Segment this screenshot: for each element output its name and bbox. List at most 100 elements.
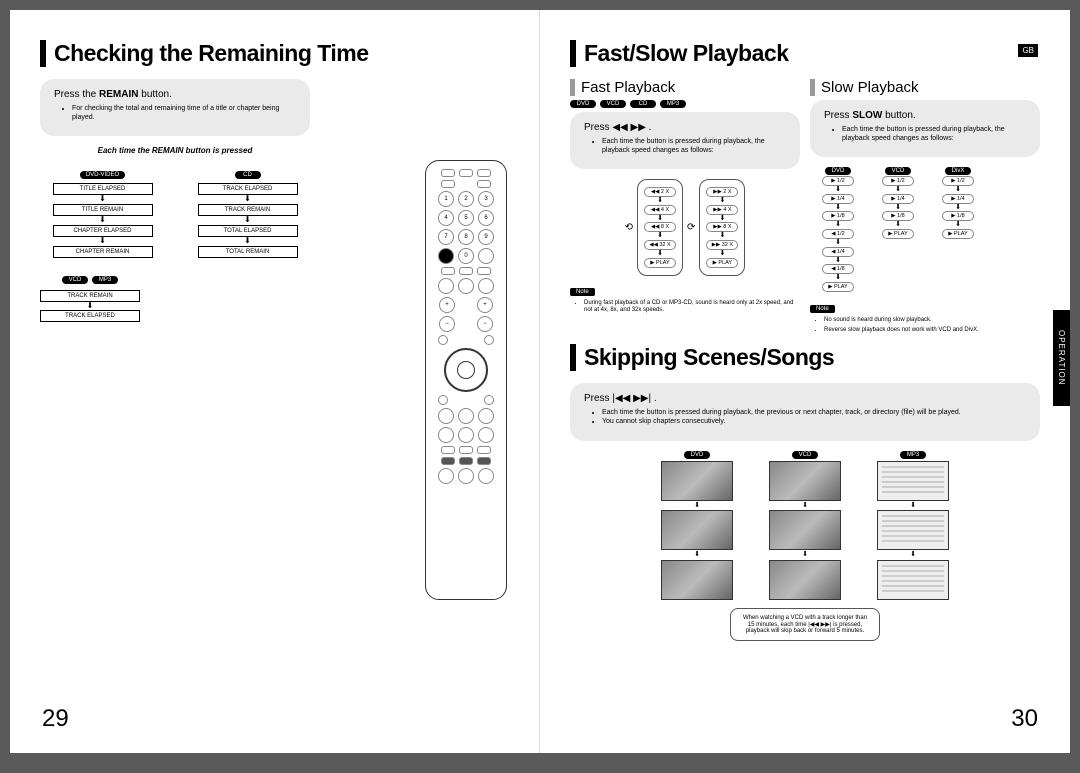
format-pill-dvd: DVD-VIDEO — [80, 171, 125, 179]
instruction-box: Press |◀◀ ▶▶| . Each time the button is … — [570, 383, 1040, 440]
arrow-down-icon: ⬇ — [40, 304, 140, 309]
speed-step: ◀◀ 4 X — [644, 205, 676, 215]
slow-col-dvd: DVD ▶ 1/2⬇ ▶ 1/4⬇ ▶ 1/8⬇ ◀ 1/2⬇ ◀ 1/4⬇ ◀… — [810, 167, 866, 293]
remote-button — [458, 427, 474, 443]
remote-button — [441, 457, 455, 465]
flow-pair-top: DVD-VIDEO TITLE ELAPSED ⬇ TITLE REMAIN ⬇… — [40, 163, 310, 259]
fast-playback-column: Fast Playback DVD VCD CD MP3 Press ◀◀ ▶▶… — [570, 79, 800, 334]
flow-pair-bottom: VCD MP3 TRACK REMAIN ⬇ TRACK ELAPSED — [40, 276, 310, 325]
format-pill: CD — [630, 100, 656, 108]
arrow-down-icon: ⬇ — [955, 205, 961, 211]
thumbnail-image — [769, 510, 841, 550]
speed-step: ▶ 1/8 — [942, 211, 974, 221]
page-title: Fast/Slow Playback — [570, 40, 1040, 67]
remote-dpad — [444, 348, 488, 392]
arrow-down-icon: ⬇ — [835, 222, 841, 228]
speed-step: ◀ 1/8 — [822, 264, 854, 274]
operation-tab: OPERATION — [1053, 310, 1070, 406]
arrow-down-icon: ⬇ — [895, 222, 901, 228]
remote-button: 3 — [478, 191, 494, 207]
arrow-down-icon: ⬇ — [719, 198, 725, 204]
thumbnail-image — [769, 461, 841, 501]
slow-speed-diagram: DVD ▶ 1/2⬇ ▶ 1/4⬇ ▶ 1/8⬇ ◀ 1/2⬇ ◀ 1/4⬇ ◀… — [810, 167, 1040, 293]
note-text: No sound is heard during slow playback. — [824, 317, 1040, 325]
flow-step: CHAPTER ELAPSED — [53, 225, 153, 237]
remote-button — [458, 468, 474, 484]
remote-button — [458, 278, 474, 294]
instruction-main: Press |◀◀ ▶▶| . — [584, 393, 1026, 404]
thumbnail-image — [877, 510, 949, 550]
remote-button — [459, 446, 473, 454]
instruction-bullet: Each time the button is pressed during p… — [602, 408, 1026, 417]
note-badge: Note — [570, 288, 595, 296]
slow-col-vcd: VCD ▶ 1/2⬇ ▶ 1/4⬇ ▶ 1/8⬇ ▶ PLAY — [870, 167, 926, 293]
note-badge: Note — [810, 305, 835, 313]
arrow-down-icon: ⬇ — [955, 222, 961, 228]
format-pill: DivX — [945, 167, 971, 175]
remote-button — [458, 408, 474, 424]
arrow-down-icon: ⬇ — [835, 275, 841, 281]
speed-step: ▶▶ 2 X — [706, 187, 738, 197]
thumbnail-image — [661, 461, 733, 501]
remote-button: − — [477, 316, 493, 332]
speed-step: ▶ 1/4 — [882, 194, 914, 204]
arrow-down-icon: ⬇ — [53, 218, 153, 223]
speed-step: ◀◀ 32 X — [644, 240, 676, 250]
speed-step: ◀ 1/4 — [822, 247, 854, 257]
speed-step: ▶ 1/2 — [822, 176, 854, 186]
speed-step: ▶ PLAY — [822, 282, 854, 292]
speed-step: ▶ 1/8 — [882, 211, 914, 221]
page-spread: Checking the Remaining Time Press the RE… — [10, 10, 1070, 753]
remote-button — [459, 457, 473, 465]
remote-button: 4 — [438, 210, 454, 226]
format-pill: DVD — [684, 451, 710, 459]
skip-col-mp3: MP3 ⬇ ⬇ — [874, 451, 952, 602]
remote-button: 0 — [458, 248, 474, 264]
speed-step: ▶ 1/2 — [942, 176, 974, 186]
slow-playback-column: Slow Playback Press SLOW button. Each ti… — [810, 79, 1040, 334]
flow-step: TOTAL REMAIN — [198, 246, 298, 258]
arrow-down-icon: ⬇ — [835, 187, 841, 193]
instruction-bullet: For checking the total and remaining tim… — [72, 104, 296, 122]
arrow-down-icon: ⬇ — [198, 239, 298, 244]
arrow-down-icon: ⬇ — [657, 216, 663, 222]
remote-enter-button — [457, 361, 475, 379]
fast-slow-section: Fast Playback DVD VCD CD MP3 Press ◀◀ ▶▶… — [570, 79, 1040, 334]
remote-button — [441, 267, 455, 275]
rewind-icon: ⟲ — [625, 222, 633, 233]
remote-button — [441, 180, 455, 188]
arrow-down-icon: ⬇ — [802, 503, 808, 509]
speed-step: ◀◀ 2 X — [644, 187, 676, 197]
speed-step: ▶▶ 32 X — [706, 240, 738, 250]
remote-button — [484, 335, 494, 345]
remote-button: 8 — [458, 229, 474, 245]
page-title: Skipping Scenes/Songs — [570, 344, 1040, 371]
page-30: GB OPERATION Fast/Slow Playback Fast Pla… — [540, 10, 1070, 753]
speed-step: ▶▶ 4 X — [706, 205, 738, 215]
remote-button — [478, 468, 494, 484]
language-badge: GB — [1018, 44, 1038, 57]
thumbnail-image — [877, 461, 949, 501]
remote-button — [441, 446, 455, 454]
arrow-down-icon: ⬇ — [53, 197, 153, 202]
speed-step: ▶ PLAY — [882, 229, 914, 239]
format-pill-vcd: VCD — [62, 276, 88, 284]
remote-button — [478, 278, 494, 294]
instruction-main: Press the REMAIN button. — [54, 89, 296, 100]
arrow-down-icon: ⬇ — [955, 187, 961, 193]
remote-remain-button — [438, 248, 454, 264]
format-pill: DVD — [825, 167, 851, 175]
format-pill-mp3: MP3 — [92, 276, 118, 284]
remote-button — [459, 169, 473, 177]
thumbnail-image — [769, 560, 841, 600]
note-text: During fast playback of a CD or MP3-CD, … — [584, 300, 800, 316]
thumbnail-image — [661, 560, 733, 600]
remote-button — [441, 169, 455, 177]
arrow-down-icon: ⬇ — [694, 503, 700, 509]
format-pill: MP3 — [660, 100, 686, 108]
format-pill-cd: CD — [235, 171, 261, 179]
speed-step: ▶▶ 8 X — [706, 222, 738, 232]
format-pill: MP3 — [900, 451, 926, 459]
remote-button — [438, 408, 454, 424]
forward-icon: ⟳ — [687, 222, 695, 233]
